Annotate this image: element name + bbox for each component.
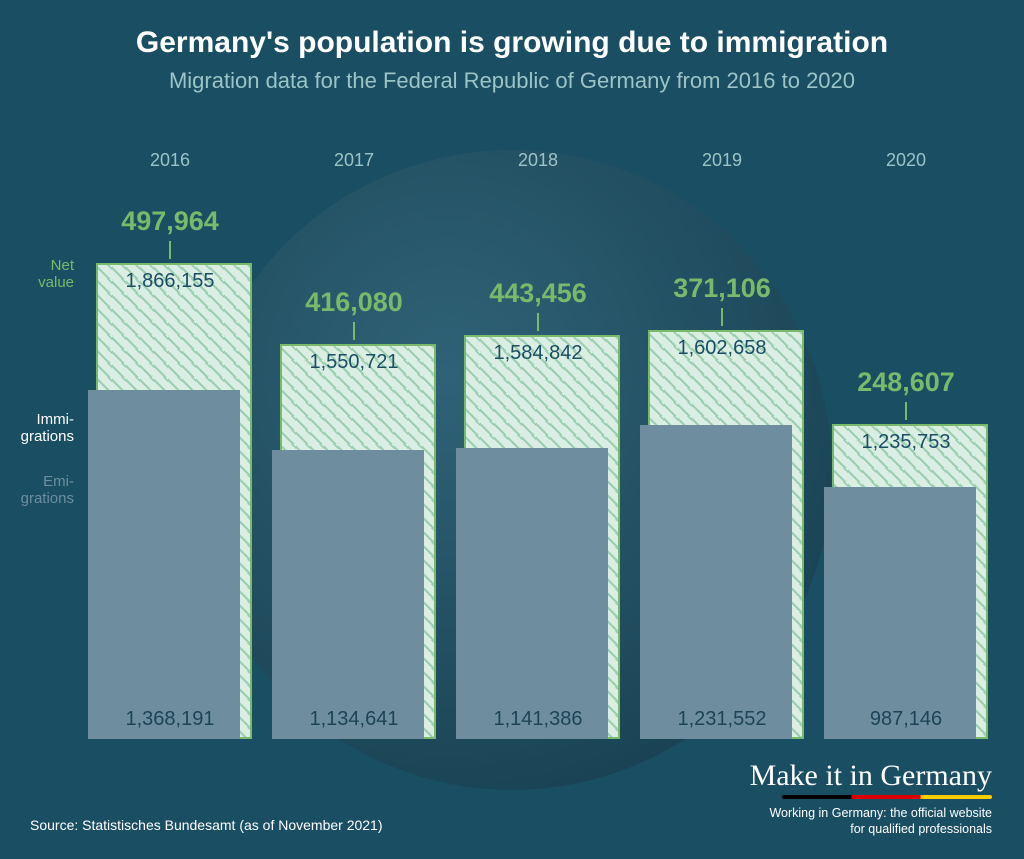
- net-tick: [905, 402, 907, 420]
- immigrations-value: 1,866,155: [88, 270, 252, 293]
- bar-wrap: 497,9641,866,1551,368,191: [88, 263, 252, 739]
- emigrations-value: 1,231,552: [640, 708, 804, 731]
- emigrations-value: 1,141,386: [456, 708, 620, 731]
- bar-group-2018: 2018 443,456 1,584,842 1,141,386: [446, 150, 630, 739]
- immigrations-value: 1,584,842: [456, 342, 620, 365]
- immigrations-value: 1,235,753: [824, 431, 988, 454]
- year-label: 2019: [630, 150, 814, 171]
- brand-flag-underline: [782, 795, 992, 799]
- brand-block: Make it in Germany Working in Germany: t…: [750, 761, 992, 838]
- chart-area: 2016 497,964 1,866,155 1,368,191 2017 416,080…: [78, 150, 998, 739]
- title-block: Germany's population is growing due to i…: [0, 26, 1024, 94]
- emigrations-bar: [88, 390, 240, 739]
- year-label: 2017: [262, 150, 446, 171]
- emigrations-value: 1,368,191: [88, 708, 252, 731]
- net-tick: [353, 322, 355, 340]
- legend-emigrations: Emi-grations: [16, 473, 74, 508]
- bar-wrap: 443,4561,584,8421,141,386: [456, 335, 620, 739]
- net-value: 497,964: [88, 206, 252, 237]
- emigrations-bar: [824, 487, 976, 739]
- legend-immigrations: Immi-grations: [16, 411, 74, 446]
- year-label: 2018: [446, 150, 630, 171]
- year-label: 2020: [814, 150, 998, 171]
- bar-group-2020: 2020 248,607 1,235,753 987,146: [814, 150, 998, 739]
- emigrations-value: 987,146: [824, 708, 988, 731]
- immigrations-value: 1,602,658: [640, 337, 804, 360]
- bar-group-2019: 2019 371,106 1,602,658 1,231,552: [630, 150, 814, 739]
- emigrations-bar: [272, 450, 424, 739]
- legend: Net value Immi-grations Emi-grations: [16, 257, 74, 508]
- bar-wrap: 371,1061,602,6581,231,552: [640, 330, 804, 739]
- year-label: 2016: [78, 150, 262, 171]
- bar-group-2016: 2016 497,964 1,866,155 1,368,191: [78, 150, 262, 739]
- immigrations-value: 1,550,721: [272, 351, 436, 374]
- chart-subtitle: Migration data for the Federal Republic …: [0, 68, 1024, 94]
- bar-group-2017: 2017 416,080 1,550,721 1,134,641: [262, 150, 446, 739]
- emigrations-value: 1,134,641: [272, 708, 436, 731]
- emigrations-bar: [640, 425, 792, 739]
- brand-tagline-1: Working in Germany: the official website: [750, 805, 992, 821]
- source-text: Source: Statistisches Bundesamt (as of N…: [30, 817, 383, 833]
- bar-wrap: 248,6071,235,753987,146: [824, 424, 988, 739]
- emigrations-bar: [456, 448, 608, 739]
- chart-title: Germany's population is growing due to i…: [0, 26, 1024, 60]
- net-value: 416,080: [272, 287, 436, 318]
- net-value: 248,607: [824, 367, 988, 398]
- infographic-canvas: Germany's population is growing due to i…: [0, 0, 1024, 859]
- net-value: 371,106: [640, 273, 804, 304]
- brand-tagline-2: for qualified professionals: [750, 821, 992, 837]
- brand-script: Make it in Germany: [750, 761, 992, 791]
- net-tick: [537, 313, 539, 331]
- net-value: 443,456: [456, 278, 620, 309]
- legend-net-value: Net value: [16, 257, 74, 292]
- bar-wrap: 416,0801,550,7211,134,641: [272, 344, 436, 739]
- net-tick: [169, 241, 171, 259]
- net-tick: [721, 308, 723, 326]
